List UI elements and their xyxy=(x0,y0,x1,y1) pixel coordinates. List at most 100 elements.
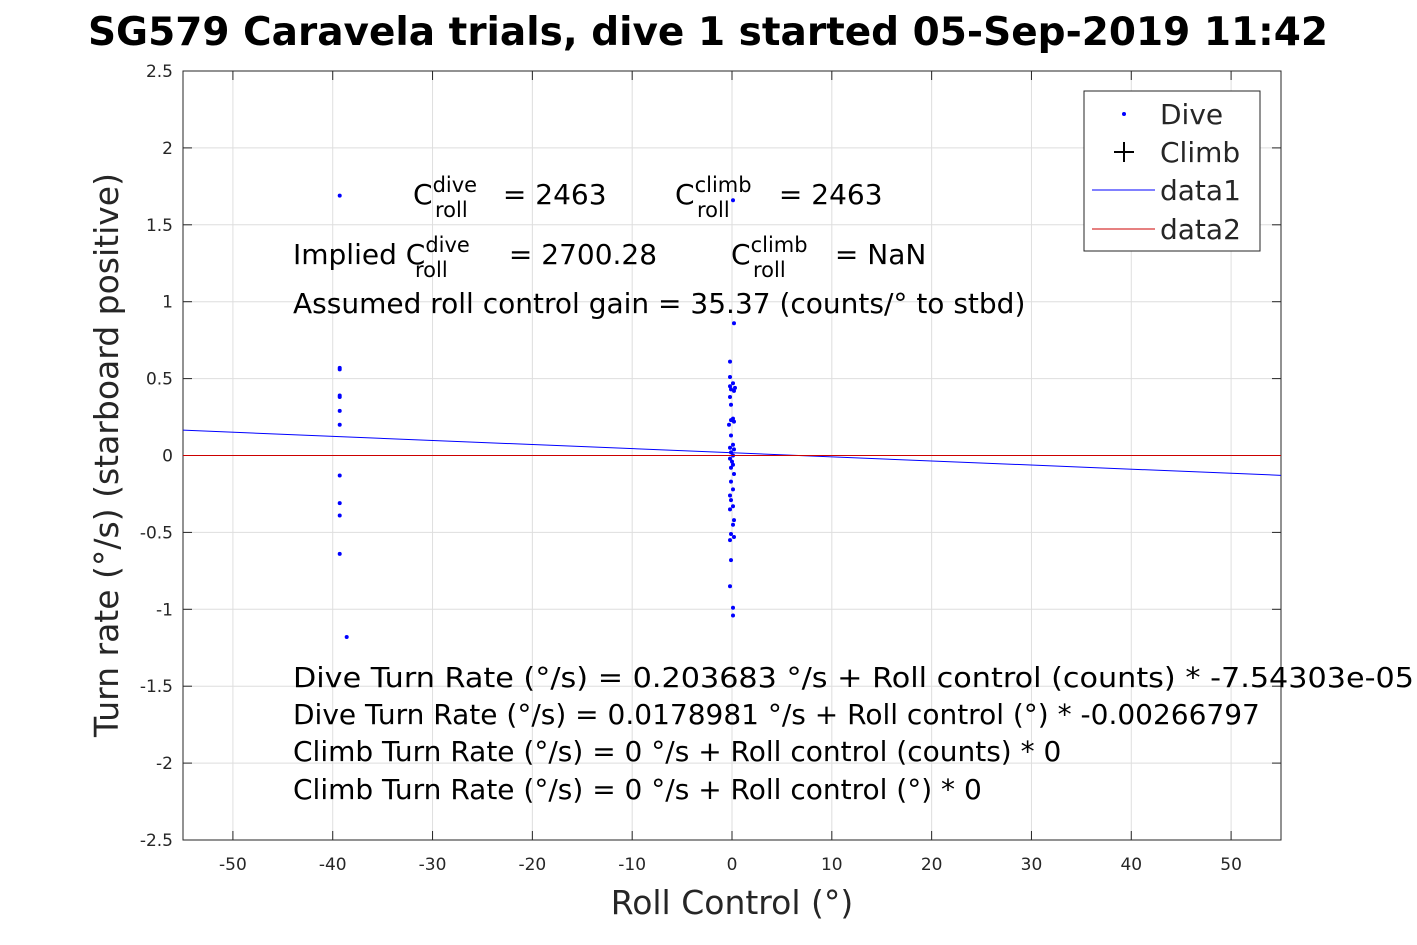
svg-text:Cclimb: Cclimb xyxy=(675,173,752,211)
implied-climb-sub: roll xyxy=(753,258,786,282)
x-tick-label: 10 xyxy=(821,855,843,875)
data-point-dive xyxy=(729,402,734,407)
annotation-eq3: Climb Turn Rate (°/s) = 0 °/s + Roll con… xyxy=(293,735,1061,768)
c-climb-base: C xyxy=(675,178,695,211)
annotation-eq4: Climb Turn Rate (°/s) = 0 °/s + Roll con… xyxy=(293,773,982,806)
data-point-dive xyxy=(728,507,733,512)
data-point-dive xyxy=(730,613,735,618)
implied-sub: roll xyxy=(415,258,448,282)
x-tick-label: -20 xyxy=(518,855,546,875)
plot-series xyxy=(182,193,1282,639)
data-point-dive xyxy=(337,501,342,506)
data-point-dive xyxy=(337,513,342,518)
annotation-c-climb: Cclimb roll = 2463 xyxy=(675,173,883,222)
c-dive-val: = 2463 xyxy=(494,178,607,211)
y-tick-label: 0.5 xyxy=(146,370,173,390)
annotation-eq1: Dive Turn Rate (°/s) = 0.203683 °/s + Ro… xyxy=(293,661,1414,694)
legend-data1-label: data1 xyxy=(1160,174,1241,207)
data-point-dive xyxy=(727,422,732,427)
data-point-dive xyxy=(728,395,733,400)
data-point-dive xyxy=(729,387,734,392)
data-point-dive xyxy=(731,471,736,476)
legend-climb-label: Climb xyxy=(1160,136,1240,169)
axis-ticks: -50 -40 -30 -20 -10 0 10 20 30 40 50-2.5-2-1.5-1-0… xyxy=(140,62,1281,875)
implied-climb-sup: climb xyxy=(751,233,808,257)
x-tick-label: -50 xyxy=(219,855,247,875)
data-point-dive xyxy=(729,531,734,536)
y-tick-label: -0.5 xyxy=(140,523,173,543)
y-tick-label: 1 xyxy=(162,293,173,313)
c-climb-sup: climb xyxy=(695,173,752,197)
data-point-dive xyxy=(729,418,734,423)
data-point-dive xyxy=(729,465,734,470)
data-point-dive xyxy=(730,442,735,447)
data-point-dive xyxy=(728,493,733,498)
y-tick-label: -2 xyxy=(156,754,173,774)
x-tick-label: 50 xyxy=(1220,855,1242,875)
data-point-dive xyxy=(731,447,736,452)
data-point-dive xyxy=(728,359,733,364)
legend-dive-marker xyxy=(1122,112,1126,116)
x-tick-label: -40 xyxy=(319,855,347,875)
x-tick-label: -10 xyxy=(618,855,646,875)
data-point-dive xyxy=(729,498,734,503)
x-axis-label: Roll Control (°) xyxy=(611,883,854,922)
legend-box xyxy=(1083,90,1261,252)
data-point-dive xyxy=(728,384,733,389)
data-point-dive xyxy=(730,462,735,467)
legend-dive-label: Dive xyxy=(1160,98,1223,131)
legend: Dive Climb data1 data2 xyxy=(1083,90,1261,252)
data-point-dive xyxy=(730,504,735,509)
data-point-dive xyxy=(728,456,733,461)
data-point-dive xyxy=(337,551,342,556)
data-point-dive xyxy=(731,388,736,393)
implied-climb-base: C xyxy=(731,238,751,271)
data-point-dive xyxy=(728,538,733,543)
data-point-dive xyxy=(730,487,735,492)
data-point-dive xyxy=(728,445,733,450)
data-point-dive xyxy=(729,433,734,438)
y-tick-label: 2 xyxy=(162,139,173,159)
data-point-dive xyxy=(731,518,736,523)
x-tick-label: 30 xyxy=(1021,855,1043,875)
y-tick-label: 1.5 xyxy=(146,216,173,236)
x-tick-label: 20 xyxy=(921,855,943,875)
implied-prefix: Implied C xyxy=(293,238,425,271)
data-point-dive xyxy=(337,395,342,400)
data-point-dive xyxy=(730,522,735,527)
y-tick-label: 2.5 xyxy=(146,62,173,82)
data-point-dive xyxy=(337,408,342,413)
annotation-c-dive: Cdive roll = 2463 xyxy=(413,173,607,222)
y-tick-label: -2.5 xyxy=(140,831,173,851)
legend-data2-label: data2 xyxy=(1160,213,1241,246)
c-climb-sub: roll xyxy=(697,198,730,222)
annotation-eq2: Dive Turn Rate (°/s) = 0.0178981 °/s + R… xyxy=(293,698,1260,731)
data-point-dive xyxy=(729,479,734,484)
x-tick-label: -30 xyxy=(419,855,447,875)
svg-text:Implied Cdive: Implied Cdive xyxy=(293,233,470,271)
series-line-data1 xyxy=(182,429,1282,476)
svg-text:Cclimb: Cclimb xyxy=(731,233,808,271)
c-climb-val: = 2463 xyxy=(770,178,883,211)
data-point-dive xyxy=(732,385,737,390)
implied-val: = 2700.28 xyxy=(500,238,657,271)
implied-climb-val: = NaN xyxy=(826,238,926,271)
x-tick-label: 0 xyxy=(727,855,738,875)
data-point-dive xyxy=(730,198,735,203)
data-point-dive xyxy=(731,321,736,326)
legend-climb-marker xyxy=(1114,142,1134,162)
data-point-dive xyxy=(731,419,736,424)
data-point-dive xyxy=(731,535,736,540)
implied-sup: dive xyxy=(425,233,470,257)
data-point-dive xyxy=(337,193,342,198)
y-tick-label: -1.5 xyxy=(140,677,173,697)
x-tick-label: 40 xyxy=(1120,855,1142,875)
data-point-dive xyxy=(728,375,733,380)
data-point-dive xyxy=(337,473,342,478)
data-point-dive xyxy=(344,634,349,639)
c-dive-sup: dive xyxy=(433,173,478,197)
c-dive-base: C xyxy=(413,178,433,211)
c-dive-sub: roll xyxy=(435,198,468,222)
data-point-dive xyxy=(730,381,735,386)
